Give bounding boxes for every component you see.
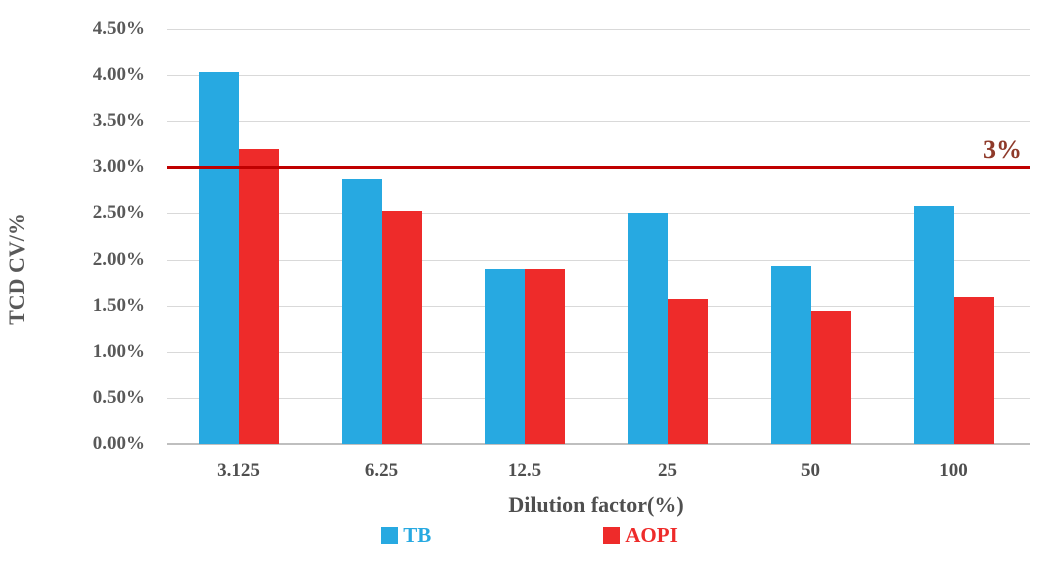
y-tick-label: 4.00% (92, 64, 145, 86)
y-tick-label: 2.00% (92, 248, 145, 270)
y-tick-label: 0.00% (92, 433, 145, 454)
gridline (167, 305, 1030, 307)
x-category-label: 100 (939, 460, 968, 481)
bar-aopi-50 (810, 311, 851, 444)
y-tick-label: 1.50% (92, 294, 145, 316)
legend-item-tb: TB (381, 523, 431, 548)
legend: TB AOPI (0, 523, 1059, 548)
gridline (167, 121, 1030, 123)
bar-aopi-25 (667, 299, 708, 444)
gridline (167, 213, 1030, 215)
gridline (167, 29, 1030, 30)
reference-line-label: 3% (983, 135, 1022, 165)
x-category-label: 3.125 (217, 460, 260, 481)
bar-aopi-3.125 (238, 148, 279, 444)
bar-tb-25 (627, 212, 668, 444)
y-tick-label: 2.50% (92, 202, 145, 224)
bar-tb-12.5 (484, 268, 525, 444)
reference-line (167, 165, 1030, 169)
y-tick-label: 0.50% (92, 386, 145, 408)
x-axis-title: Dilution factor(%) (508, 492, 684, 517)
x-category-label: 25 (658, 460, 677, 481)
bar-tb-50 (770, 266, 811, 444)
bar-tb-6.25 (341, 179, 382, 444)
gridline (167, 397, 1030, 399)
legend-label-tb: TB (403, 523, 432, 547)
y-tick-label: 3.50% (92, 110, 145, 132)
legend-swatch-tb (381, 527, 399, 544)
legend-item-aopi: AOPI (603, 523, 678, 548)
y-tick-label: 3.00% (92, 156, 145, 178)
gridline (167, 259, 1030, 261)
gridline (167, 351, 1030, 353)
bar-tb-3.125 (198, 72, 239, 444)
bar-tb-100 (913, 206, 954, 444)
legend-label-aopi: AOPI (625, 523, 678, 547)
x-axis-line (167, 443, 1030, 445)
x-category-label: 50 (801, 460, 820, 481)
bar-aopi-12.5 (524, 268, 565, 444)
x-category-label: 12.5 (507, 460, 542, 481)
bar-aopi-100 (953, 297, 994, 444)
gridline (167, 75, 1030, 77)
y-axis-title: TCD CV/% (4, 213, 29, 325)
y-tick-label: 4.50% (92, 18, 145, 39)
x-category-label: 6.25 (364, 460, 399, 481)
bar-aopi-6.25 (381, 210, 422, 444)
y-tick-label: 1.00% (92, 340, 145, 362)
legend-swatch-aopi (603, 527, 621, 544)
